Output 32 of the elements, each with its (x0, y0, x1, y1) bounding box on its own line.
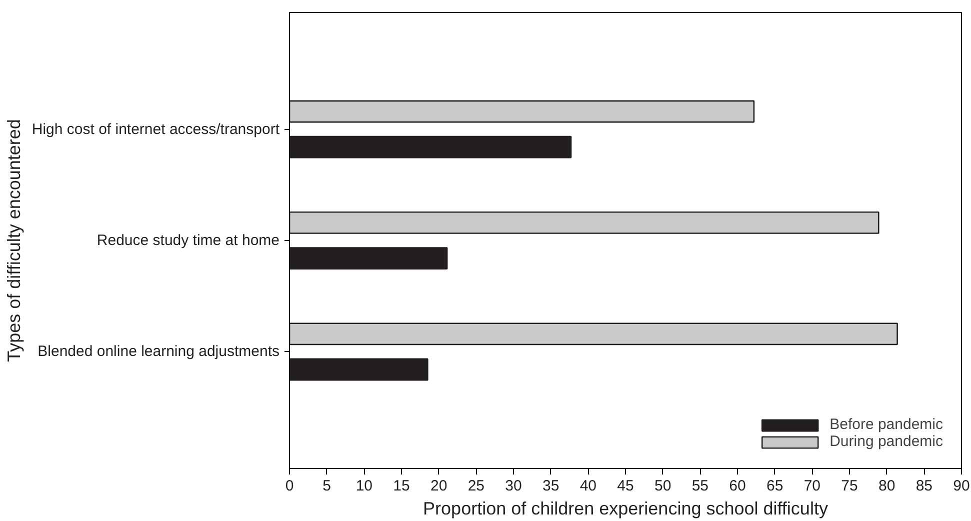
x-tick-label: 85 (916, 478, 933, 494)
legend-label: Before pandemic (830, 416, 943, 433)
x-axis-title: Proportion of children experiencing school difficulty (423, 498, 828, 518)
x-tick-label: 20 (430, 478, 448, 494)
x-tick-label: 10 (356, 478, 373, 494)
bar (290, 136, 572, 158)
x-tick-label: 70 (804, 478, 821, 494)
bar (290, 100, 755, 123)
legend-label: During pandemic (830, 433, 943, 450)
x-tick-label: 55 (692, 478, 709, 494)
y-axis-title: Types of difficulty encountered (4, 119, 24, 362)
x-tick-label: 60 (729, 478, 746, 494)
bar (290, 247, 448, 270)
x-tick-label: 35 (542, 478, 560, 494)
x-tick-label: 5 (322, 478, 332, 494)
x-tick-label: 90 (953, 478, 970, 494)
bar (290, 211, 880, 234)
x-tick-label: 30 (505, 478, 522, 494)
x-tick-label: 50 (654, 478, 672, 494)
bar (290, 322, 898, 346)
x-tick-label: 40 (580, 478, 597, 494)
y-tick-label: Blended online learning adjustments (38, 343, 280, 360)
x-tick-label: 75 (841, 478, 858, 494)
y-tick-label: Reduce study time at home (96, 232, 280, 249)
x-tick-label: 15 (393, 478, 410, 494)
x-tick-label: 25 (468, 478, 485, 494)
x-tick-label: 80 (878, 478, 896, 494)
x-tick-label: 45 (617, 478, 634, 494)
bar (290, 358, 428, 381)
y-tick-label: High cost of internet access/transport (32, 120, 280, 138)
x-tick-label: 0 (285, 478, 294, 494)
x-tick-label: 65 (766, 478, 784, 494)
